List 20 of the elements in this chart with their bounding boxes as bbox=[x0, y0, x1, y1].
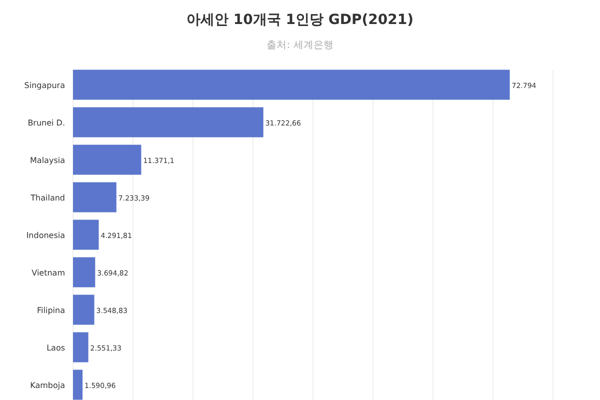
y-tick-label: Laos bbox=[46, 343, 65, 352]
bar bbox=[73, 182, 116, 212]
bar bbox=[73, 70, 510, 100]
y-tick-label: Kamboja bbox=[30, 380, 66, 390]
bar bbox=[73, 294, 94, 325]
y-tick-label: Thailand bbox=[30, 193, 65, 202]
chart-title: 아세안 10개국 1인당 GDP(2021) bbox=[186, 12, 414, 28]
bar bbox=[73, 220, 99, 250]
y-tick-label: Indonesia bbox=[26, 230, 66, 240]
bar bbox=[73, 332, 88, 362]
y-tick-label: Singapura bbox=[24, 80, 66, 90]
bar bbox=[73, 107, 264, 138]
y-tick-label: Vietnam bbox=[32, 268, 66, 278]
y-tick-label: Brunei D. bbox=[28, 118, 65, 128]
y-tick-label: Filipina bbox=[37, 306, 66, 315]
chart-subtitle: 출처: 세계은행 bbox=[266, 40, 334, 51]
bar bbox=[73, 257, 96, 288]
bar bbox=[73, 370, 83, 400]
y-tick-label: Malaysia bbox=[30, 156, 66, 165]
bar bbox=[73, 144, 142, 175]
